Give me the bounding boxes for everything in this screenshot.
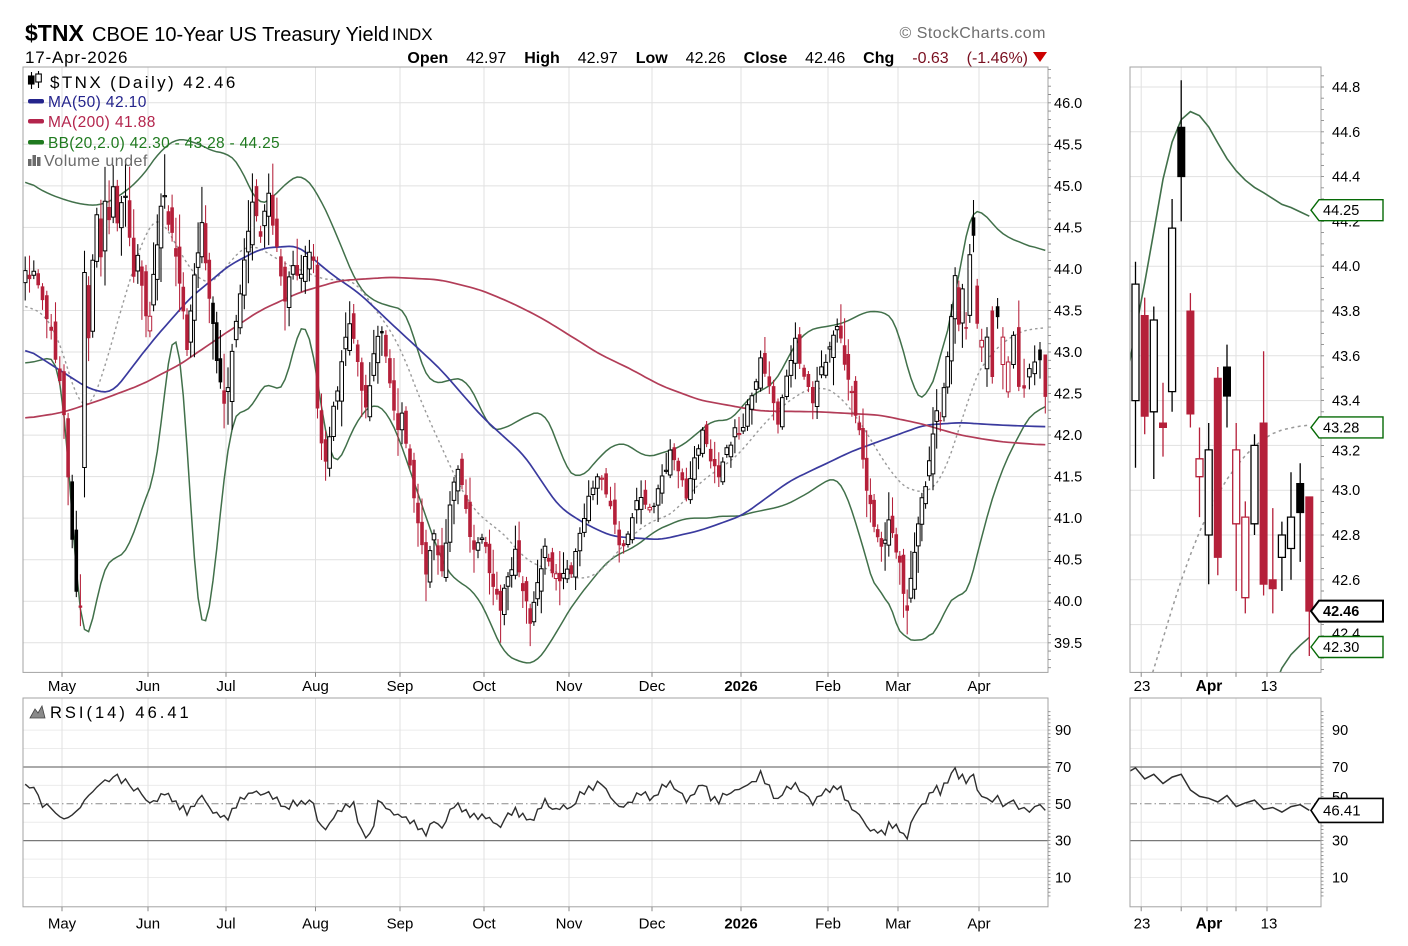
- svg-text:43.4: 43.4: [1332, 394, 1360, 410]
- svg-text:42.30: 42.30: [1323, 640, 1359, 656]
- svg-text:90: 90: [1055, 723, 1071, 739]
- svg-text:INDX: INDX: [392, 25, 433, 44]
- svg-text:MA(50) 42.10: MA(50) 42.10: [48, 94, 147, 111]
- svg-text:43.28: 43.28: [1323, 420, 1359, 436]
- svg-text:40.0: 40.0: [1054, 594, 1082, 610]
- svg-text:43.0: 43.0: [1332, 483, 1360, 499]
- svg-text:44.6: 44.6: [1332, 125, 1360, 141]
- svg-text:46.41: 46.41: [1323, 802, 1361, 819]
- svg-text:Oct: Oct: [472, 678, 496, 695]
- svg-text:Apr: Apr: [967, 678, 990, 695]
- svg-text:Jul: Jul: [216, 916, 235, 933]
- svg-text:44.0: 44.0: [1332, 259, 1360, 275]
- svg-text:Oct: Oct: [472, 916, 496, 933]
- svg-text:39.5: 39.5: [1054, 636, 1082, 652]
- svg-text:70: 70: [1332, 760, 1348, 776]
- svg-text:May: May: [48, 678, 77, 695]
- svg-text:70: 70: [1055, 760, 1071, 776]
- svg-text:2026: 2026: [724, 678, 757, 695]
- svg-text:45.0: 45.0: [1054, 179, 1082, 195]
- svg-text:Apr: Apr: [1196, 678, 1223, 695]
- svg-text:17-Apr-2026: 17-Apr-2026: [25, 48, 128, 67]
- svg-text:42.8: 42.8: [1332, 528, 1360, 544]
- svg-text:43.5: 43.5: [1054, 303, 1082, 319]
- svg-text:Jun: Jun: [136, 678, 160, 695]
- svg-text:30: 30: [1332, 834, 1348, 850]
- svg-text:42.46: 42.46: [1323, 604, 1359, 620]
- svg-text:43.8: 43.8: [1332, 304, 1360, 320]
- svg-text:Dec: Dec: [639, 678, 666, 695]
- svg-text:90: 90: [1332, 723, 1348, 739]
- svg-text:42.6: 42.6: [1332, 573, 1360, 589]
- svg-text:Nov: Nov: [556, 678, 583, 695]
- svg-text:Dec: Dec: [639, 916, 666, 933]
- svg-text:45.5: 45.5: [1054, 137, 1082, 153]
- svg-text:MA(200) 41.88: MA(200) 41.88: [48, 114, 156, 131]
- svg-text:Sep: Sep: [387, 916, 414, 933]
- svg-text:Apr: Apr: [967, 916, 990, 933]
- svg-text:RSI(14) 46.41: RSI(14) 46.41: [50, 704, 192, 722]
- svg-text:Apr: Apr: [1196, 916, 1223, 933]
- svg-text:Mar: Mar: [885, 678, 911, 695]
- svg-text:Open 42.97 High 42.97 Low 42.2: Open 42.97 High 42.97 Low 42.26 Close 42…: [407, 50, 1028, 67]
- svg-text:44.0: 44.0: [1054, 262, 1082, 278]
- svg-text:41.5: 41.5: [1054, 470, 1082, 486]
- svg-text:10: 10: [1055, 870, 1071, 886]
- svg-text:43.0: 43.0: [1054, 345, 1082, 361]
- svg-text:May: May: [48, 916, 77, 933]
- svg-text:43.2: 43.2: [1332, 443, 1360, 459]
- svg-text:Feb: Feb: [815, 678, 841, 695]
- svg-text:Volume undef: Volume undef: [44, 153, 148, 170]
- svg-text:50: 50: [1055, 797, 1071, 813]
- svg-text:Jun: Jun: [136, 916, 160, 933]
- svg-text:44.8: 44.8: [1332, 80, 1360, 96]
- svg-text:Nov: Nov: [556, 916, 583, 933]
- svg-text:13: 13: [1261, 678, 1278, 695]
- svg-text:46.0: 46.0: [1054, 96, 1082, 112]
- svg-text:30: 30: [1055, 834, 1071, 850]
- svg-text:Jul: Jul: [216, 678, 235, 695]
- svg-text:Mar: Mar: [885, 916, 911, 933]
- svg-text:BB(20,2.0) 42.30 - 43.28 - 44.: BB(20,2.0) 42.30 - 43.28 - 44.25: [48, 135, 280, 152]
- svg-text:44.25: 44.25: [1323, 203, 1359, 219]
- svg-text:23: 23: [1134, 678, 1151, 695]
- svg-text:43.6: 43.6: [1332, 349, 1360, 365]
- svg-text:$TNX: $TNX: [25, 20, 84, 46]
- svg-text:CBOE 10-Year US Treasury Yield: CBOE 10-Year US Treasury Yield: [92, 24, 389, 46]
- svg-text:Sep: Sep: [387, 678, 414, 695]
- svg-text:Aug: Aug: [302, 916, 329, 933]
- svg-text:13: 13: [1261, 916, 1278, 933]
- svg-text:42.0: 42.0: [1054, 428, 1082, 444]
- svg-text:44.5: 44.5: [1054, 220, 1082, 236]
- svg-text:Aug: Aug: [302, 678, 329, 695]
- svg-text:© StockCharts.com: © StockCharts.com: [899, 25, 1046, 42]
- svg-text:44.4: 44.4: [1332, 170, 1360, 186]
- svg-text:40.5: 40.5: [1054, 553, 1082, 569]
- svg-text:2026: 2026: [724, 916, 757, 933]
- svg-text:41.0: 41.0: [1054, 511, 1082, 527]
- svg-text:42.5: 42.5: [1054, 387, 1082, 403]
- svg-text:23: 23: [1134, 916, 1151, 933]
- svg-text:$TNX (Daily) 42.46: $TNX (Daily) 42.46: [50, 73, 238, 92]
- svg-text:10: 10: [1332, 870, 1348, 886]
- svg-text:Feb: Feb: [815, 916, 841, 933]
